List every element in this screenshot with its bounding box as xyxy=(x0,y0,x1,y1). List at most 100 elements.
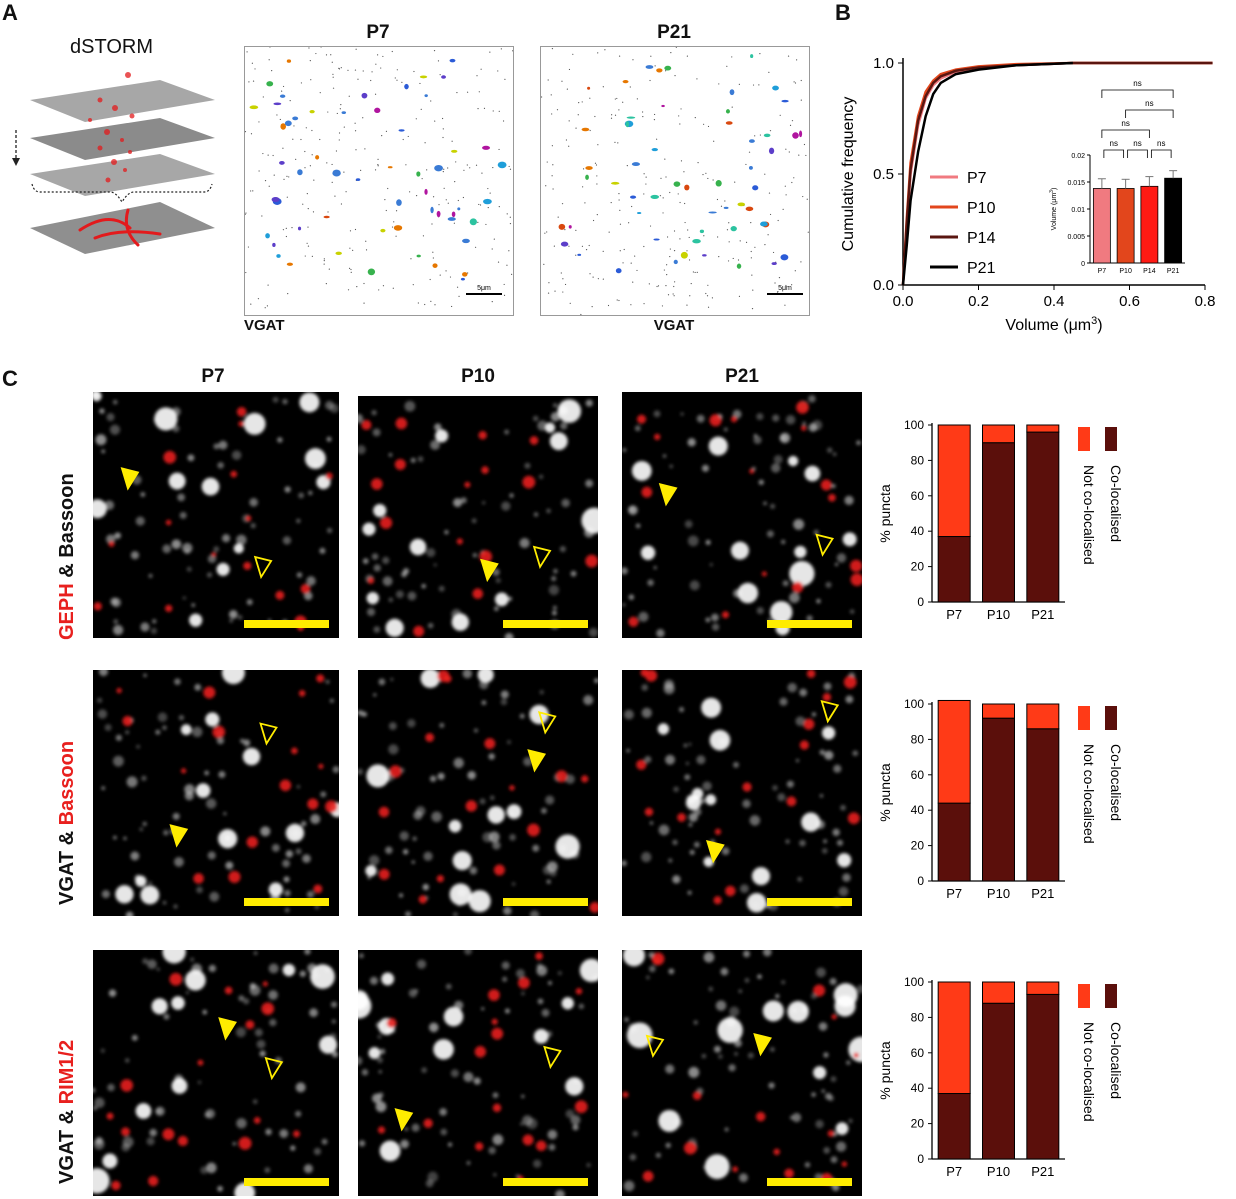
red-puncta xyxy=(478,431,487,440)
x-tick-label: P10 xyxy=(987,607,1010,622)
white-puncta xyxy=(433,1039,454,1060)
scale-bar xyxy=(244,1178,329,1186)
grey-puncta xyxy=(331,1019,336,1024)
legend-swatch-not-colocalised xyxy=(1078,706,1090,730)
grey-puncta xyxy=(139,827,144,832)
storm-dot xyxy=(315,52,317,55)
filled-arrowhead xyxy=(753,1032,772,1057)
grey-puncta xyxy=(108,989,117,997)
grey-puncta xyxy=(438,585,445,592)
storm-dot xyxy=(413,70,415,73)
grey-puncta xyxy=(515,969,525,978)
grey-puncta xyxy=(373,626,381,633)
grey-puncta xyxy=(460,497,467,504)
grey-puncta xyxy=(141,775,147,781)
storm-dot xyxy=(267,284,269,286)
white-puncta xyxy=(555,834,580,859)
white-puncta xyxy=(658,1109,681,1132)
storm-dot xyxy=(395,210,398,212)
storm-dot xyxy=(707,306,710,308)
grey-puncta xyxy=(284,907,290,913)
panel-label-b: B xyxy=(835,0,851,25)
grey-puncta xyxy=(428,1022,439,1033)
inset-x-tick-label: P21 xyxy=(1167,268,1180,275)
storm-dot xyxy=(378,289,380,291)
grey-puncta xyxy=(464,950,473,955)
storm-cluster xyxy=(297,169,303,176)
storm-dot xyxy=(295,158,297,160)
grey-puncta xyxy=(172,812,180,820)
storm-cluster xyxy=(424,94,428,98)
grey-puncta xyxy=(104,724,112,732)
grey-puncta xyxy=(641,707,652,719)
storm-dot xyxy=(498,148,500,151)
storm-dot xyxy=(395,235,397,237)
grey-puncta xyxy=(519,713,525,719)
red-puncta xyxy=(799,740,809,750)
red-puncta xyxy=(641,486,653,498)
red-puncta xyxy=(386,1017,397,1029)
storm-dot xyxy=(360,169,362,172)
red-puncta xyxy=(177,1135,188,1147)
red-puncta xyxy=(423,1118,433,1128)
storm-marker-p7: VGAT xyxy=(244,317,285,334)
grey-puncta xyxy=(427,622,434,629)
white-puncta xyxy=(268,882,283,897)
storm-dot xyxy=(325,283,327,285)
storm-cluster xyxy=(483,198,492,205)
storm-dot xyxy=(548,282,550,284)
grey-puncta xyxy=(414,988,419,994)
grey-puncta xyxy=(622,567,628,575)
grey-puncta xyxy=(638,611,649,622)
bar-colocalised-p10 xyxy=(982,1002,1015,1160)
storm-dot xyxy=(462,196,464,199)
y-tick-label: 80 xyxy=(911,732,925,746)
storm-dot xyxy=(581,245,584,247)
storm-dot xyxy=(347,69,349,71)
storm-dot xyxy=(451,140,453,142)
grey-puncta xyxy=(243,739,251,747)
significance-bracket xyxy=(1127,149,1148,158)
storm-dot xyxy=(562,291,564,293)
storm-dot xyxy=(286,196,288,198)
storm-dot xyxy=(356,286,358,288)
storm-dot xyxy=(634,255,636,257)
storm-dot xyxy=(568,145,570,147)
grey-puncta xyxy=(688,822,693,827)
grey-puncta xyxy=(779,432,791,444)
storm-dot xyxy=(679,123,681,125)
grey-puncta xyxy=(836,839,844,846)
grey-puncta xyxy=(763,501,767,506)
significance-label: ns xyxy=(1157,139,1165,148)
storm-cluster xyxy=(449,58,456,63)
storm-cluster xyxy=(416,171,421,177)
storm-dot xyxy=(631,205,633,208)
grey-puncta xyxy=(665,1064,675,1074)
storm-dot xyxy=(697,162,699,164)
x-tick-label: 0.2 xyxy=(968,293,989,310)
grey-puncta xyxy=(321,1138,328,1145)
red-puncta xyxy=(640,670,649,677)
legend-swatch-not-colocalised xyxy=(1078,427,1090,451)
grey-puncta xyxy=(553,568,558,574)
storm-dot xyxy=(266,305,269,307)
storm-dot xyxy=(354,130,357,132)
storm-dot xyxy=(350,268,352,271)
storm-dot xyxy=(728,241,730,243)
grey-puncta xyxy=(792,1112,802,1123)
x-tick-label: 0.0 xyxy=(893,293,914,310)
grey-puncta xyxy=(416,959,427,969)
y-tick-label: 80 xyxy=(911,1010,925,1024)
storm-dot xyxy=(336,112,338,115)
storm-dot xyxy=(623,248,625,251)
storm-dot xyxy=(562,278,564,280)
grey-puncta xyxy=(388,722,397,730)
storm-dot xyxy=(362,117,364,119)
storm-cluster xyxy=(768,147,775,155)
grey-puncta xyxy=(325,679,330,684)
storm-cluster xyxy=(781,99,789,103)
grey-puncta xyxy=(708,986,714,992)
red-puncta xyxy=(379,516,393,529)
red-puncta xyxy=(831,1014,837,1020)
white-puncta xyxy=(366,764,390,788)
